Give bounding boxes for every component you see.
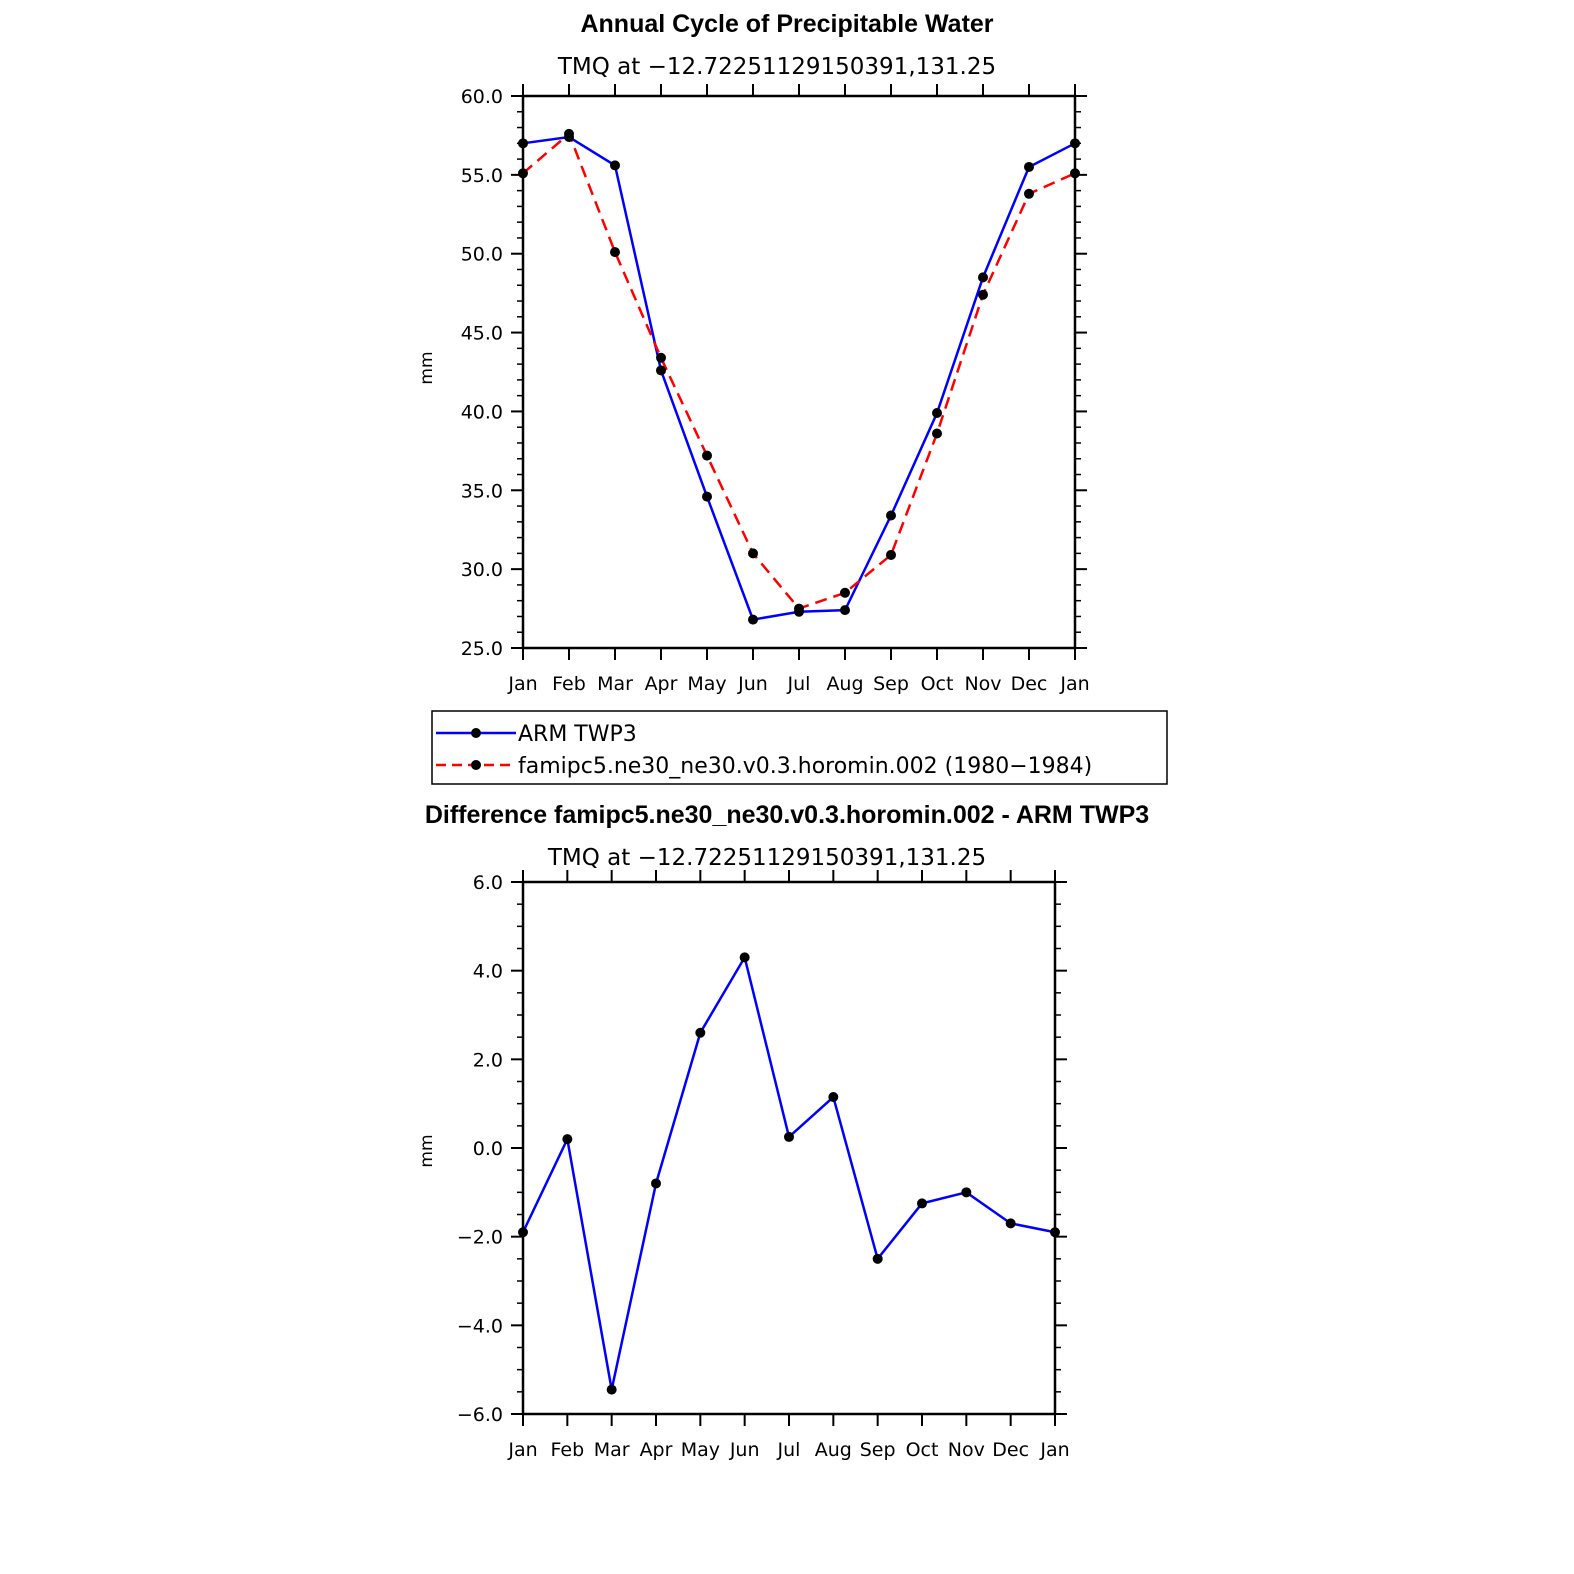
chart2-series-0-point [518, 1227, 528, 1238]
chart2-ytick-label: 0.0 [473, 1138, 503, 1160]
chart1-axes: Jan Feb Mar Apr May Jun Jul Aug Sep Oct Nov Dec Jan2… [461, 84, 1090, 695]
chart1-series-1-point [932, 428, 942, 439]
chart2-xtick-label: Feb [551, 1439, 585, 1461]
chart2-series-line-0 [521, 954, 1056, 1390]
chart1-ytick-label: 35.0 [461, 480, 503, 502]
chart1-series-1-point [886, 549, 896, 560]
chart1-xtick-label: Jun [737, 673, 768, 695]
chart2-ytick-label: −6.0 [457, 1404, 503, 1426]
chart2-series-0-point [562, 1134, 573, 1145]
chart2-xtick-label: Nov [948, 1439, 985, 1461]
chart1-series-0-point [1070, 138, 1080, 149]
chart1-series-0-point [932, 408, 942, 419]
chart2-series-0-point [1005, 1218, 1016, 1229]
chart1-xtick-label: May [687, 673, 726, 695]
chart2-xtick-label: Apr [640, 1439, 673, 1461]
chart1-series-1-point [748, 548, 758, 559]
legend-label-arm: ARM TWP3 [518, 722, 637, 747]
chart2-series-0-point [651, 1178, 661, 1189]
chart2-ytick-label: −2.0 [457, 1227, 503, 1249]
chart2-xtick-label: Jul [777, 1439, 801, 1461]
chart2-subtitle: TMQ at −12.72251129150391,131.25 [547, 845, 986, 871]
chart1-xtick-label: Dec [1011, 673, 1048, 695]
chart1-series-0-point [978, 272, 988, 283]
chart2-series-0-point [1050, 1227, 1060, 1238]
chart1-xtick-label: Oct [921, 673, 954, 695]
chart2-title: Difference famipc5.ne30_ne30.v0.3.horomi… [425, 801, 1149, 829]
chart1-series-line-0 [522, 135, 1076, 622]
chart1-xtick-label: Jan [507, 673, 537, 695]
chart2-ytick-label: 6.0 [473, 872, 503, 894]
chart2-series-0-point [917, 1198, 927, 1209]
chart1-ylabel: mm [417, 351, 437, 384]
chart1-ytick-label: 50.0 [461, 244, 503, 266]
chart2-axes: Jan Feb Mar Apr May Jun Jul Aug Sep Oct Nov Dec Jan−… [457, 870, 1070, 1461]
chart1-series-0-point [518, 138, 528, 149]
chart1-series [518, 128, 1080, 625]
chart1-series-0-point [1024, 161, 1034, 172]
chart1-series-1-point [840, 587, 850, 598]
chart1-title: Annual Cycle of Precipitable Water [580, 10, 993, 38]
chart1-subtitle: TMQ at −12.72251129150391,131.25 [557, 54, 996, 80]
chart2-xtick-label: Sep [860, 1439, 896, 1461]
chart1-series-1-point [794, 603, 804, 614]
chart2-xtick-label: Dec [992, 1439, 1029, 1461]
chart1-xtick-label: Feb [552, 673, 586, 695]
chart1-series-0-point [610, 160, 620, 171]
chart1-series-1-point [656, 352, 666, 363]
chart2-series-0-point [739, 952, 750, 963]
chart1-series-0-point [748, 614, 758, 625]
chart1-xtick-label: Jul [787, 673, 811, 695]
chart2-series-0-point [784, 1131, 794, 1142]
chart2-xtick-label: Jan [507, 1439, 537, 1461]
chart2-ylabel: mm [417, 1134, 437, 1167]
chart1-series-0-point [702, 491, 712, 502]
chart2-ytick-label: 4.0 [473, 961, 503, 983]
chart1-series-1-point [1070, 168, 1080, 179]
legend-marker-model [471, 760, 481, 770]
chart2-series-0-point [606, 1384, 617, 1395]
chart2-ytick-label: −4.0 [457, 1315, 503, 1337]
chart1-xtick-label: Sep [873, 673, 909, 695]
chart2-ytick-label: 2.0 [473, 1049, 503, 1071]
chart2-series [518, 952, 1060, 1395]
chart2-series-0-point [828, 1092, 839, 1103]
chart1-ytick-label: 30.0 [461, 559, 503, 581]
chart1-ytick-label: 60.0 [461, 86, 503, 108]
chart1-frame [521, 94, 1077, 650]
chart2-xtick-label: Jun [729, 1439, 760, 1461]
legend-label-model: famipc5.ne30_ne30.v0.3.horomin.002 (1980… [518, 754, 1092, 779]
chart2-series-0-point [961, 1187, 972, 1198]
chart1-xtick-label: Nov [964, 673, 1001, 695]
chart1-series-1-point [978, 289, 988, 300]
chart1-series-0-point [886, 510, 896, 521]
chart1-xtick-label: Mar [597, 673, 633, 695]
chart2-xtick-label: Mar [594, 1439, 630, 1461]
chart1-series-1-point [702, 450, 712, 461]
chart1-series-line-1 [522, 131, 1076, 611]
chart1-ytick-label: 40.0 [461, 401, 503, 423]
chart2-xtick-label: Aug [815, 1439, 852, 1461]
legend-box [431, 710, 1168, 785]
chart2-series-0-point [695, 1027, 706, 1038]
chart1-series-1-point [1024, 188, 1034, 199]
chart1-ytick-label: 45.0 [461, 323, 503, 345]
chart1-xtick-label: Jan [1059, 673, 1089, 695]
chart2-xtick-label: Jan [1039, 1439, 1069, 1461]
legend: ARM TWP3 famipc5.ne30_ne30.v0.3.horomin.… [431, 710, 1168, 785]
chart2-xtick-label: Oct [906, 1439, 939, 1461]
chart1-ytick-label: 55.0 [461, 165, 503, 187]
chart1-series-1-point [518, 168, 528, 179]
chart1-series-1-point [564, 128, 574, 139]
chart2-series-0-point [872, 1253, 883, 1264]
chart1-series-1-point [610, 247, 620, 258]
chart1-series-0-point [840, 605, 850, 616]
legend-marker-arm [471, 728, 481, 738]
chart1-ytick-label: 25.0 [461, 638, 503, 660]
chart1-series-0-point [656, 365, 666, 376]
chart1-xtick-label: Aug [826, 673, 863, 695]
chart1-xtick-label: Apr [645, 673, 678, 695]
chart2-xtick-label: May [681, 1439, 720, 1461]
